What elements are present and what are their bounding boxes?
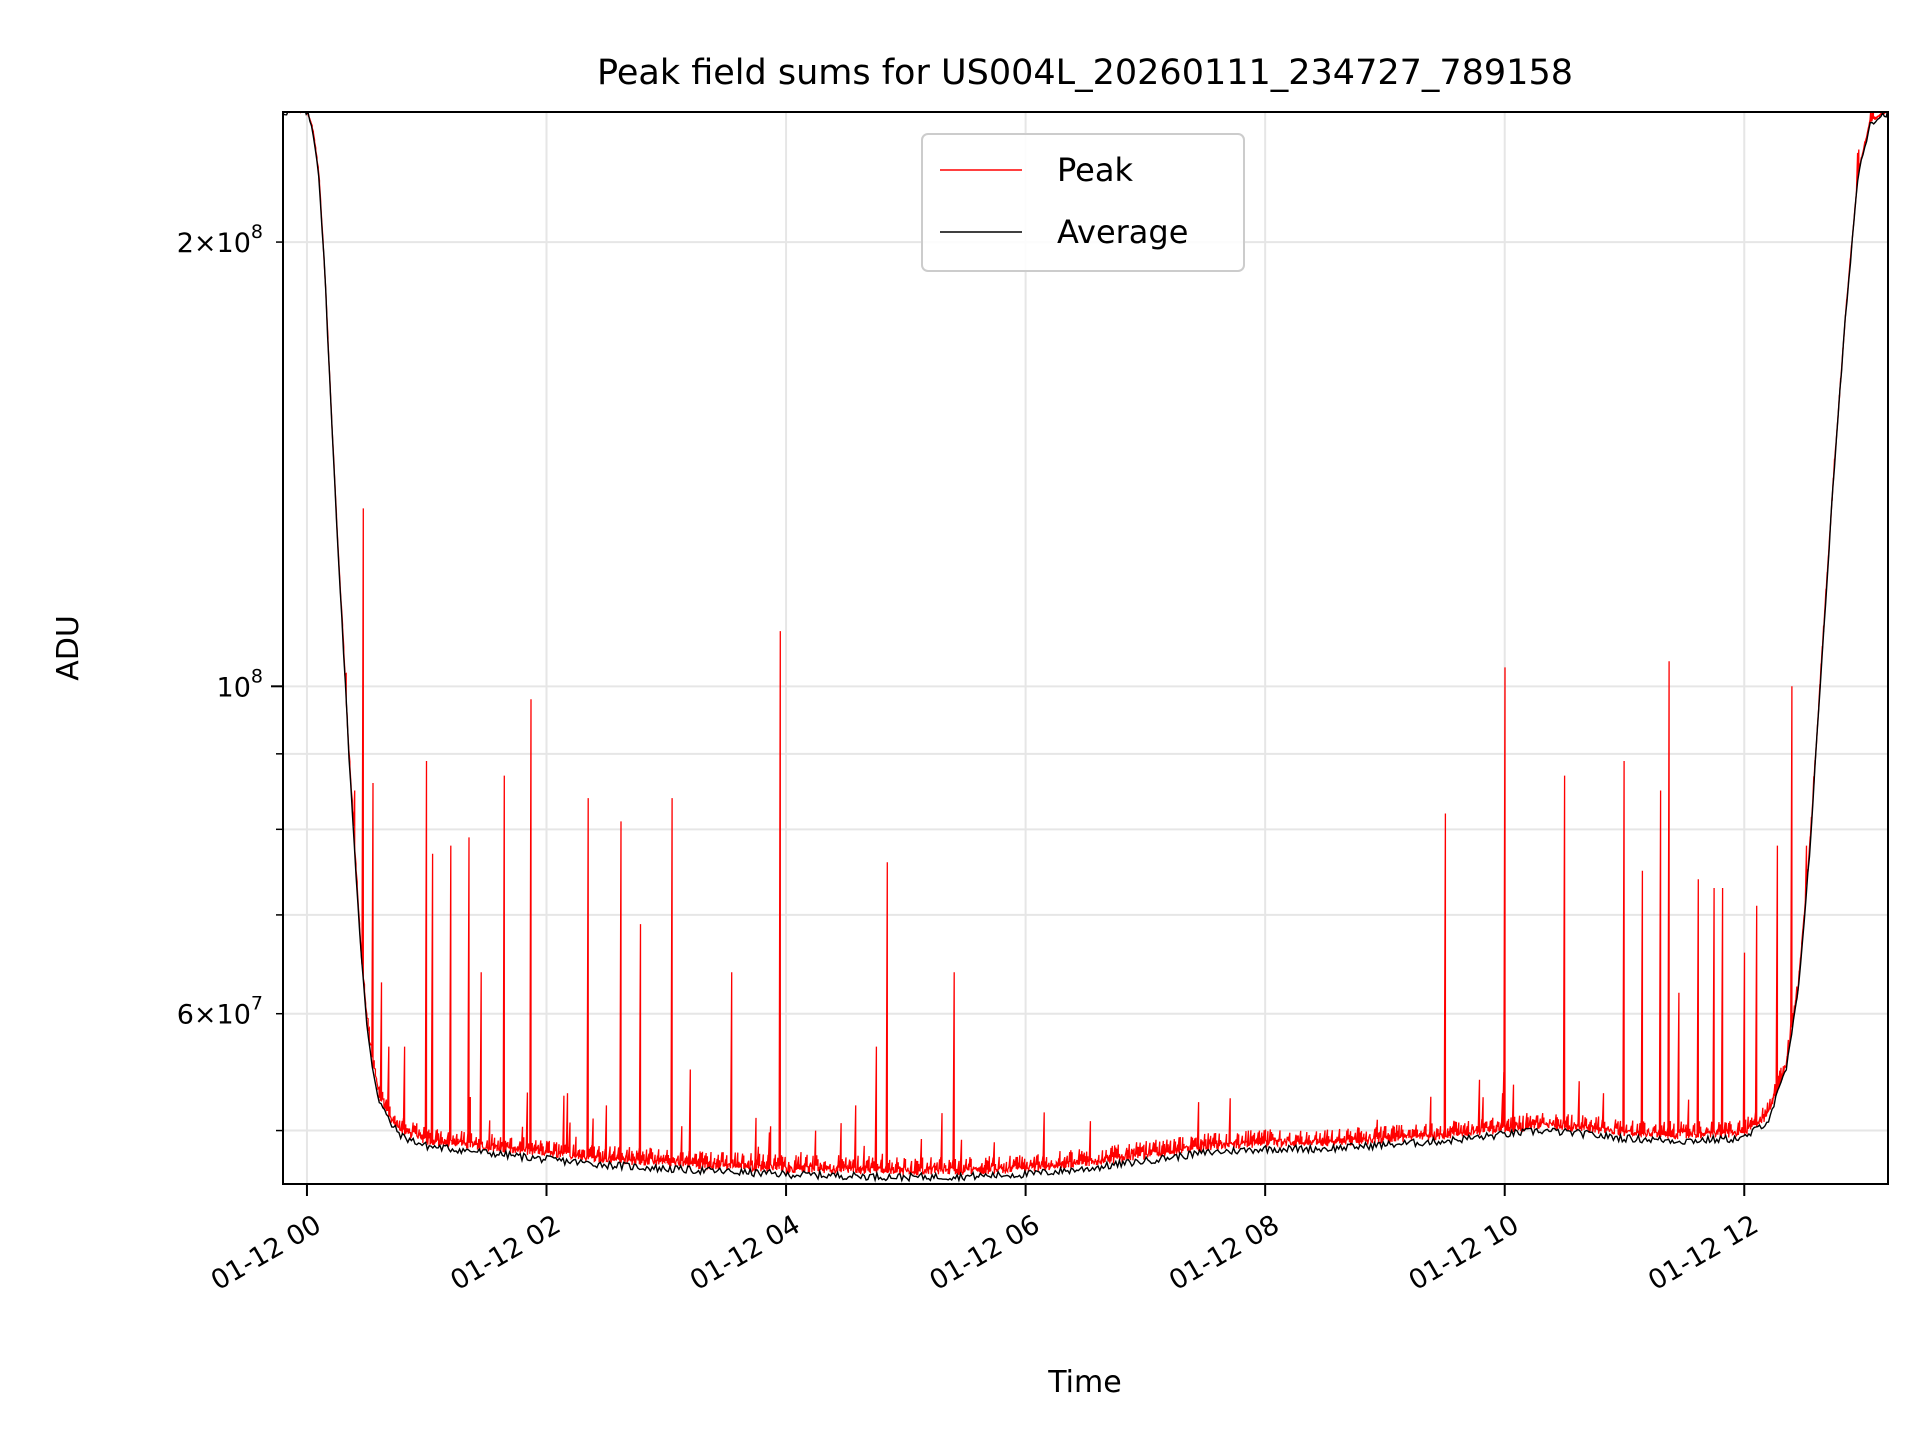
series-layer bbox=[283, 112, 1888, 1183]
legend: Peak Average bbox=[921, 133, 1245, 272]
plot-frame bbox=[282, 111, 1889, 1185]
y-tick-label: 6×107 bbox=[177, 993, 263, 1031]
y-axis-label: ADU bbox=[51, 615, 86, 681]
y-tick-label: 2×108 bbox=[177, 221, 263, 259]
legend-peak-label: Peak bbox=[1057, 151, 1133, 189]
legend-box bbox=[921, 133, 1245, 272]
average-series-line bbox=[283, 112, 1888, 1183]
plot-area-background bbox=[283, 112, 1888, 1184]
legend-average-label: Average bbox=[1057, 213, 1188, 251]
x-axis-label: Time bbox=[1047, 1365, 1121, 1400]
y-tick-label: 108 bbox=[217, 665, 263, 703]
peak-series-line bbox=[289, 112, 1887, 1176]
chart-title: Peak field sums for US004L_20260111_2347… bbox=[597, 53, 1573, 93]
